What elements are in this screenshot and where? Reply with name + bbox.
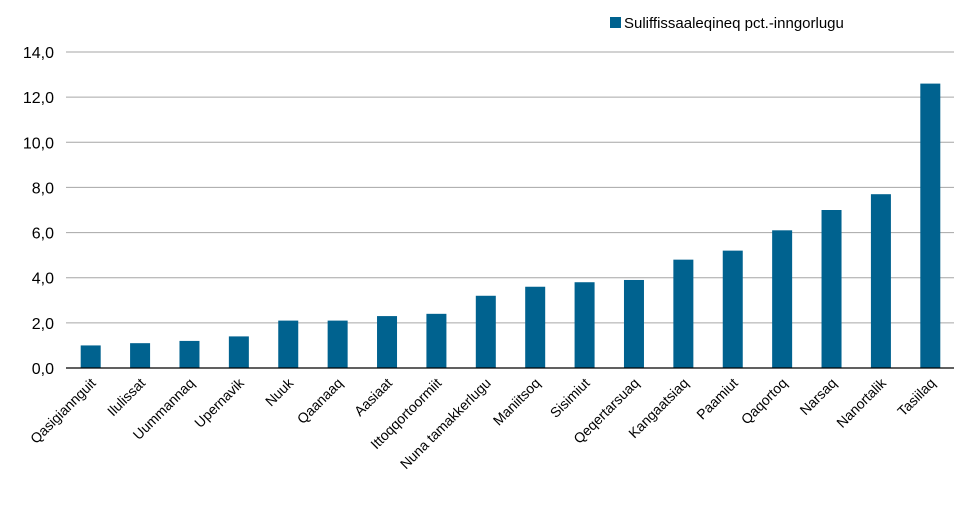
bar — [821, 210, 842, 368]
bar — [130, 343, 151, 368]
x-tick-label: Ilulissat — [104, 375, 148, 419]
bar — [228, 336, 249, 368]
bar — [920, 83, 941, 368]
bar — [525, 286, 546, 368]
legend-swatch — [610, 17, 621, 28]
y-tick-label: 6,0 — [32, 226, 54, 243]
bar — [475, 295, 496, 368]
bar — [673, 259, 694, 368]
x-tick-label: Nuna tamakkerlugu — [397, 375, 494, 472]
x-tick-label: Aasiaat — [351, 375, 395, 419]
x-tick-label: Qasigiannguit — [27, 375, 99, 447]
bar — [179, 340, 200, 368]
x-tick-label: Qaqortoq — [738, 375, 791, 428]
y-tick-labels: 0,0 2,0 4,0 6,0 8,0 10,0 12,0 14,0 — [23, 45, 54, 378]
y-tick-label: 10,0 — [23, 135, 54, 152]
x-tick-label: Sisimiut — [547, 375, 593, 421]
bar — [377, 316, 398, 368]
bar — [574, 282, 595, 368]
y-tick-label: 0,0 — [32, 361, 54, 378]
x-tick-label: Narsaq — [796, 375, 839, 418]
bar — [327, 320, 348, 368]
bar — [722, 250, 743, 368]
bar — [772, 230, 793, 368]
x-tick-label: Qaanaaq — [294, 375, 346, 427]
legend: Suliffissaaleqineq pct.-inngorlugu — [610, 15, 844, 32]
y-tick-label: 12,0 — [23, 90, 54, 107]
y-tick-label: 14,0 — [23, 45, 54, 62]
legend-label: Suliffissaaleqineq pct.-inngorlugu — [624, 15, 844, 32]
gridlines — [66, 51, 954, 324]
bars — [80, 83, 941, 368]
bar — [426, 313, 447, 368]
bar — [278, 320, 299, 368]
x-tick-label: Paamiut — [693, 375, 741, 423]
bar — [80, 345, 101, 368]
bar — [623, 279, 644, 368]
y-tick-label: 2,0 — [32, 316, 54, 333]
x-tick-label: Nuuk — [262, 374, 297, 409]
x-tick-labels: Qasigiannguit IlulissatUummannaqUpernavik… — [27, 374, 938, 472]
x-tick-label: Maniitsoq — [490, 375, 544, 429]
bar — [870, 194, 891, 368]
x-tick-label: Upernavik — [191, 374, 248, 431]
x-tick-label: Nanortalik — [833, 374, 890, 431]
y-tick-label: 4,0 — [32, 271, 54, 288]
x-tick-label: Tasiilaq — [894, 375, 938, 419]
y-tick-label: 8,0 — [32, 180, 54, 197]
